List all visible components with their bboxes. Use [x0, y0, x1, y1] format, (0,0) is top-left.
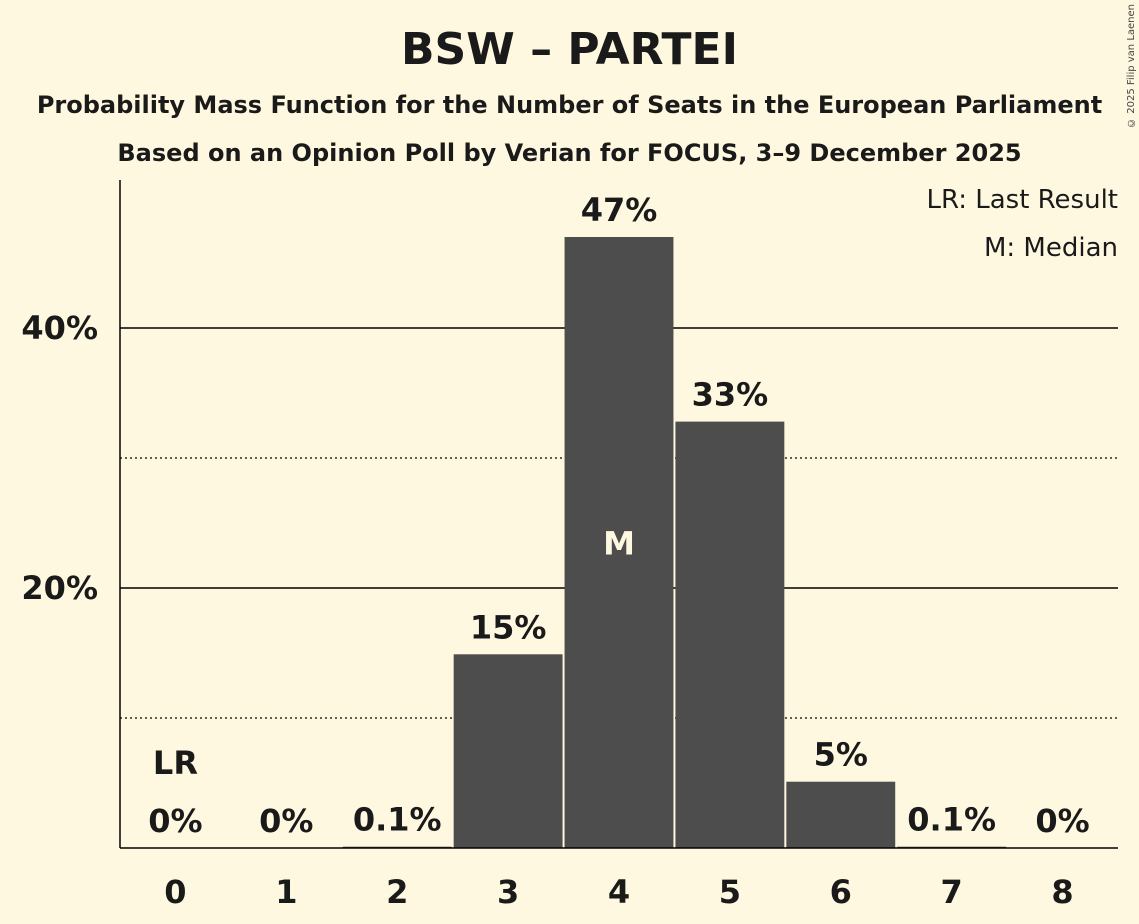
- x-tick-label: 4: [608, 873, 630, 911]
- x-tick-label: 5: [719, 873, 741, 911]
- y-tick-label: 40%: [21, 309, 98, 347]
- value-label: 0.1%: [907, 801, 996, 839]
- value-label: 5%: [814, 736, 868, 774]
- legend-last-result: LR: Last Result: [926, 185, 1118, 215]
- x-tick-label: 1: [275, 873, 297, 911]
- x-tick-label: 8: [1051, 873, 1073, 911]
- value-label: 15%: [470, 608, 547, 646]
- x-tick-label: 6: [830, 873, 852, 911]
- bar-6: [786, 781, 896, 848]
- x-tick-label: 0: [164, 873, 186, 911]
- bar-4: [564, 237, 674, 848]
- x-tick-label: 3: [497, 873, 519, 911]
- value-label: 0%: [1035, 802, 1089, 840]
- bar-3: [453, 654, 563, 848]
- value-label: 0.1%: [353, 801, 442, 839]
- y-tick-label: 20%: [21, 569, 98, 607]
- chart-source-line: Based on an Opinion Poll by Verian for F…: [117, 139, 1022, 167]
- median-marker: M: [603, 525, 635, 563]
- x-tick-label: 7: [941, 873, 963, 911]
- value-label: 0%: [148, 802, 202, 840]
- legend-median: M: Median: [983, 233, 1118, 263]
- bar-5: [675, 421, 785, 848]
- value-label: 33%: [692, 376, 769, 414]
- value-label: 47%: [581, 191, 658, 229]
- value-label: 0%: [259, 802, 313, 840]
- x-tick-label: 2: [386, 873, 408, 911]
- last-result-marker: LR: [153, 744, 198, 782]
- chart-subtitle: Probability Mass Function for the Number…: [36, 91, 1103, 119]
- chart-title: BSW – PARTEI: [400, 24, 738, 75]
